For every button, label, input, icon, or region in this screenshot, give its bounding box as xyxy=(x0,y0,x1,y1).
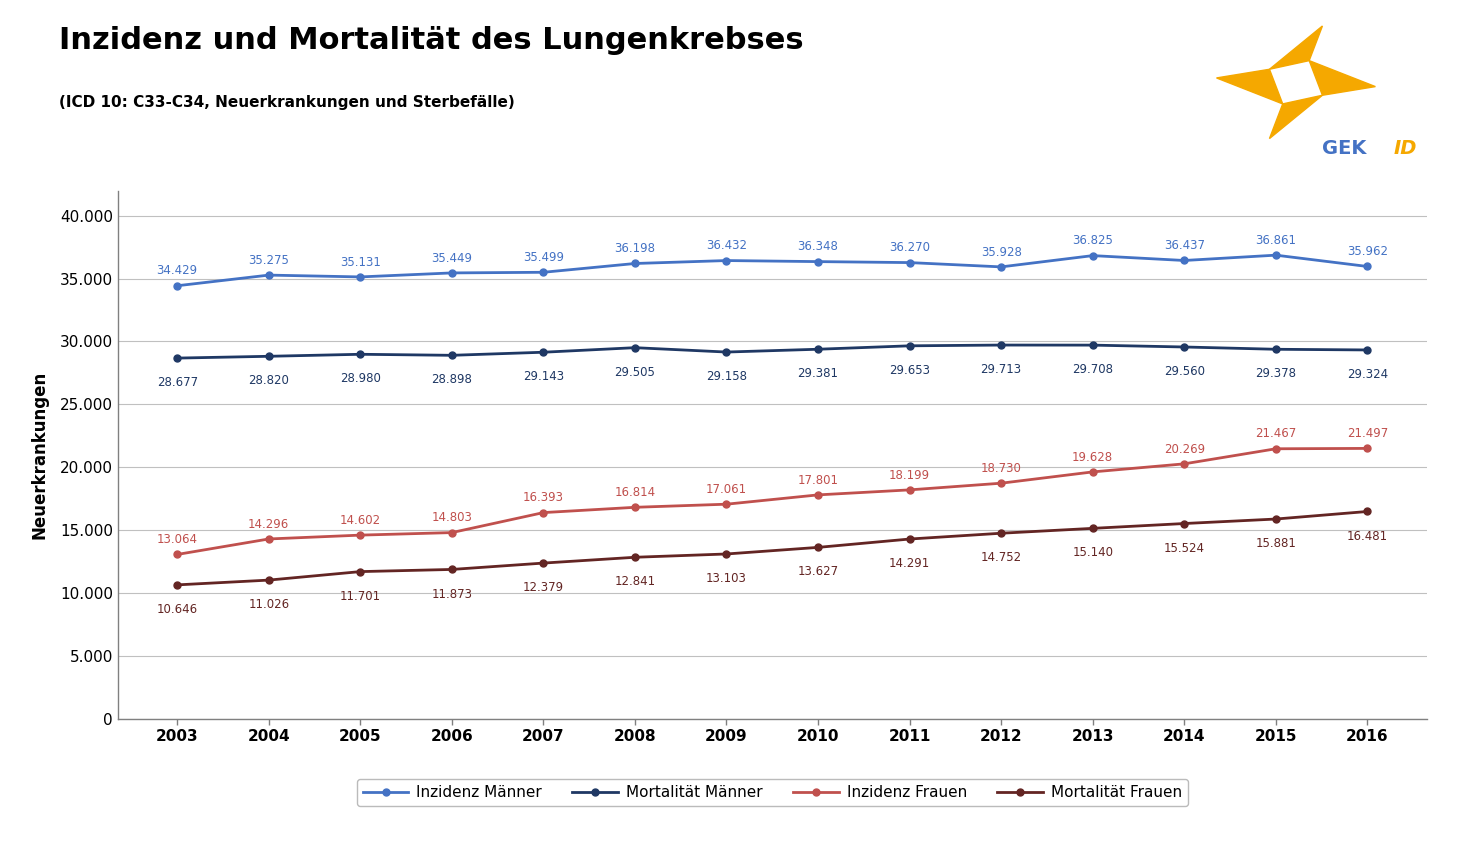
Text: 36.432: 36.432 xyxy=(706,239,747,252)
Text: 29.560: 29.560 xyxy=(1164,365,1205,378)
Text: 35.131: 35.131 xyxy=(340,255,381,268)
Text: 29.653: 29.653 xyxy=(888,364,930,377)
Text: 29.505: 29.505 xyxy=(615,365,656,378)
Text: 14.291: 14.291 xyxy=(888,557,930,570)
Text: 18.730: 18.730 xyxy=(981,462,1021,475)
Text: 29.378: 29.378 xyxy=(1255,367,1296,380)
Polygon shape xyxy=(1309,61,1375,95)
Text: 36.270: 36.270 xyxy=(888,242,930,255)
Text: (ICD 10: C33-C34, Neuerkrankungen und Sterbefälle): (ICD 10: C33-C34, Neuerkrankungen und St… xyxy=(59,95,515,110)
Text: 14.602: 14.602 xyxy=(340,514,381,527)
Text: 29.324: 29.324 xyxy=(1347,368,1389,381)
Text: 29.158: 29.158 xyxy=(706,370,747,383)
Text: 18.199: 18.199 xyxy=(888,469,930,481)
Text: 17.061: 17.061 xyxy=(706,483,747,496)
Text: 11.873: 11.873 xyxy=(431,587,472,600)
Text: 36.437: 36.437 xyxy=(1164,239,1205,252)
Text: 15.881: 15.881 xyxy=(1255,537,1296,550)
Polygon shape xyxy=(1269,95,1322,139)
Text: 35.499: 35.499 xyxy=(522,251,563,264)
Text: 12.841: 12.841 xyxy=(615,575,656,588)
Text: 28.980: 28.980 xyxy=(340,372,381,385)
Text: 36.825: 36.825 xyxy=(1072,235,1114,248)
Text: 36.198: 36.198 xyxy=(615,242,656,255)
Text: 34.429: 34.429 xyxy=(156,264,197,277)
Text: 29.713: 29.713 xyxy=(981,363,1022,376)
Text: 21.467: 21.467 xyxy=(1255,428,1296,441)
Text: 35.962: 35.962 xyxy=(1347,245,1387,258)
Text: 35.449: 35.449 xyxy=(431,252,472,265)
Text: 21.497: 21.497 xyxy=(1347,427,1389,440)
Text: Inzidenz und Mortalität des Lungenkrebses: Inzidenz und Mortalität des Lungenkrebse… xyxy=(59,26,803,55)
Y-axis label: Neuerkrankungen: Neuerkrankungen xyxy=(31,371,49,539)
Text: 16.481: 16.481 xyxy=(1347,529,1389,542)
Text: 15.140: 15.140 xyxy=(1072,546,1114,559)
Text: 28.820: 28.820 xyxy=(249,374,290,387)
Text: 13.064: 13.064 xyxy=(157,533,197,546)
Text: 28.677: 28.677 xyxy=(156,376,197,389)
Text: 36.348: 36.348 xyxy=(797,240,838,253)
Text: 36.861: 36.861 xyxy=(1255,234,1296,247)
Text: 17.801: 17.801 xyxy=(797,474,838,487)
Text: 35.275: 35.275 xyxy=(249,254,290,267)
Legend: Inzidenz Männer, Mortalität Männer, Inzidenz Frauen, Mortalität Frauen: Inzidenz Männer, Mortalität Männer, Inzi… xyxy=(356,779,1189,806)
Polygon shape xyxy=(1217,69,1283,104)
Text: 14.752: 14.752 xyxy=(981,552,1022,565)
Text: 16.814: 16.814 xyxy=(615,486,656,499)
Text: 13.103: 13.103 xyxy=(706,572,747,585)
Text: ID: ID xyxy=(1395,139,1418,158)
Text: GEK: GEK xyxy=(1322,139,1367,158)
Text: 35.928: 35.928 xyxy=(981,246,1021,259)
Text: 16.393: 16.393 xyxy=(522,491,563,504)
Text: 14.803: 14.803 xyxy=(431,511,472,524)
Polygon shape xyxy=(1269,26,1322,69)
Text: 29.143: 29.143 xyxy=(522,371,563,384)
Text: 15.524: 15.524 xyxy=(1164,541,1205,554)
Text: 29.708: 29.708 xyxy=(1072,363,1114,376)
Text: 28.898: 28.898 xyxy=(431,373,472,386)
Text: 11.701: 11.701 xyxy=(340,590,381,603)
Text: 10.646: 10.646 xyxy=(156,603,197,616)
Text: 29.381: 29.381 xyxy=(797,367,838,380)
Text: 12.379: 12.379 xyxy=(522,581,563,594)
Text: 14.296: 14.296 xyxy=(249,518,290,531)
Text: 13.627: 13.627 xyxy=(797,565,838,578)
Text: 20.269: 20.269 xyxy=(1164,443,1205,456)
Text: 11.026: 11.026 xyxy=(249,598,290,611)
Text: 19.628: 19.628 xyxy=(1072,450,1114,463)
